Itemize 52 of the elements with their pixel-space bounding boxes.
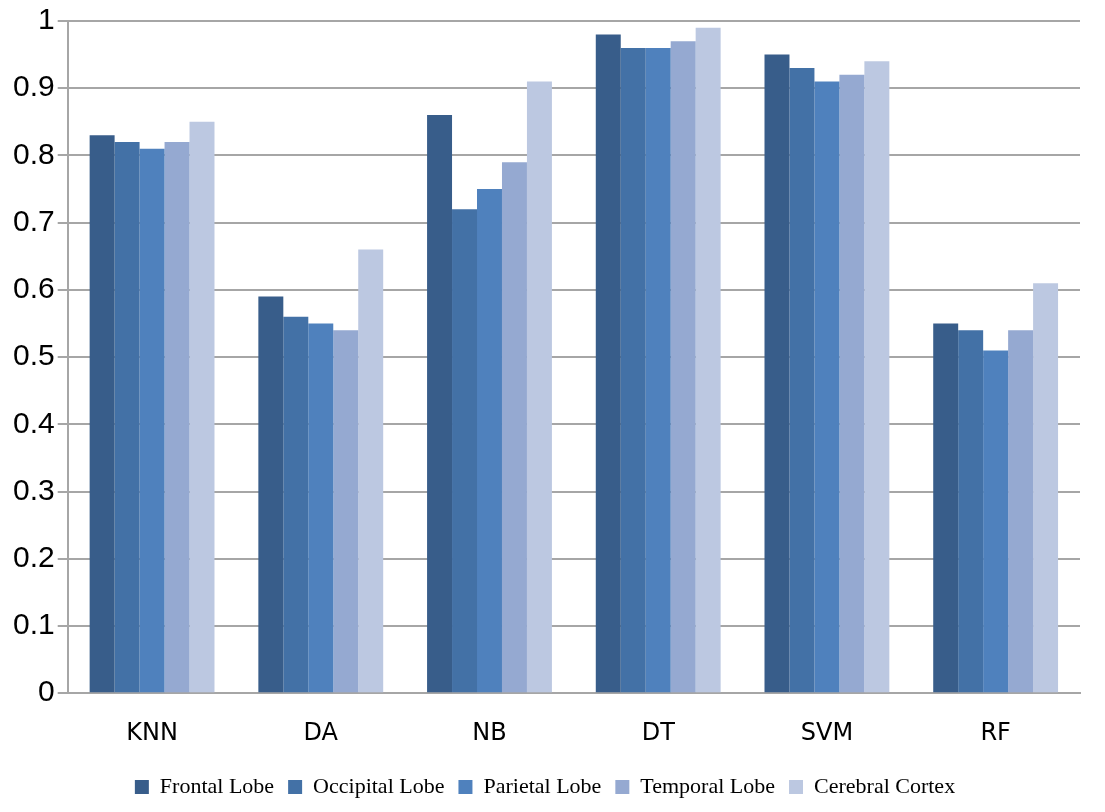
x-tick-label: DT — [641, 717, 676, 746]
x-tick-label: NB — [472, 717, 507, 746]
bar — [839, 74, 865, 693]
bar — [189, 121, 215, 693]
bar — [864, 61, 890, 693]
x-tick-label: KNN — [126, 717, 178, 746]
bar — [258, 296, 284, 693]
legend-label: Parietal Lobe — [483, 772, 602, 798]
bar — [933, 323, 959, 693]
bar — [958, 330, 984, 693]
bar — [283, 316, 309, 693]
bar — [333, 330, 359, 693]
legend-label: Cerebral Cortex — [814, 772, 956, 798]
bar — [308, 323, 334, 693]
bar — [595, 34, 621, 693]
bar — [501, 162, 527, 693]
bar — [139, 148, 165, 693]
y-tick-label: 0.4 — [12, 405, 55, 439]
y-tick-label: 0.6 — [12, 271, 55, 305]
bar — [1033, 283, 1059, 693]
y-tick-label: 0 — [38, 674, 55, 708]
bar — [89, 135, 115, 693]
y-tick-label: 0.5 — [12, 338, 55, 372]
bar — [695, 27, 721, 693]
legend-label: Temporal Lobe — [640, 772, 776, 798]
y-tick-label: 0.3 — [12, 472, 55, 506]
bar — [164, 142, 190, 693]
legend-label: Occipital Lobe — [313, 772, 445, 798]
y-tick-label: 0.8 — [12, 136, 55, 170]
bar — [114, 142, 140, 693]
bar — [764, 54, 790, 693]
bar — [983, 350, 1009, 693]
bar — [477, 189, 502, 693]
x-tick-label: SVM — [800, 717, 854, 746]
y-tick-label: 0.7 — [12, 203, 55, 237]
y-tick-label: 0.9 — [12, 69, 55, 103]
bar — [814, 81, 840, 693]
bar — [1008, 330, 1034, 693]
bar — [452, 209, 478, 693]
bar — [645, 47, 671, 693]
bar — [526, 81, 552, 693]
bar — [358, 249, 384, 693]
y-tick-label: 0.1 — [12, 607, 55, 641]
legend-label: Frontal Lobe — [159, 772, 275, 798]
bar — [789, 68, 815, 693]
y-tick-label: 1 — [38, 2, 55, 36]
x-tick-label: DA — [303, 717, 339, 746]
y-tick-label: 0.2 — [12, 540, 55, 574]
x-tick-label: RF — [980, 717, 1011, 746]
bar — [427, 115, 453, 693]
bar — [620, 47, 646, 693]
bar — [670, 41, 696, 693]
